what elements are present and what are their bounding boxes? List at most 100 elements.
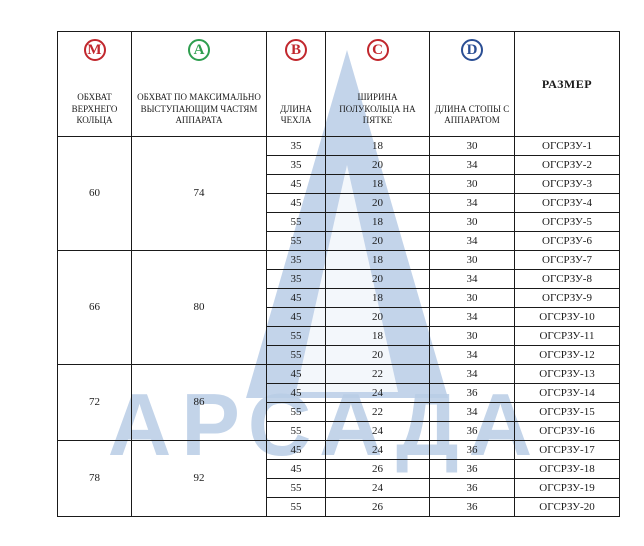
d-badge-icon: D [461,39,483,61]
cell-foot-d: 34 [429,231,515,251]
cell-foot-d: 34 [429,155,515,175]
table-row: 78 92 45 24 36 ОГСРЗУ-17 [57,440,620,517]
cell-width-c: 18 [325,288,430,308]
size-table: М ОБХВАТ ВЕРХНЕГО КОЛЬЦА А ОБХВАТ ПО МАК… [57,31,620,517]
cell-size: ОГСРЗУ-7 [514,250,620,270]
cell-foot-d: 30 [429,174,515,194]
cell-width-c: 20 [325,307,430,327]
c-badge-icon: С [366,39,389,61]
cell-length-b: 55 [266,231,326,251]
a-badge-icon: А [188,39,210,61]
cell-length-b: 45 [266,459,326,479]
col-label-c: ШИРИНА ПОЛУКОЛЬЦА НА ПЯТКЕ [339,91,416,126]
cell-width-c: 18 [325,212,430,232]
cell-foot-d: 30 [429,326,515,346]
cell-width-c: 22 [325,402,430,422]
cell-width-c: 24 [325,440,430,460]
cell-foot-d: 34 [429,402,515,422]
cell-size: ОГСРЗУ-6 [514,231,620,251]
b-badge-icon: В [285,39,307,61]
cell-size: ОГСРЗУ-8 [514,269,620,289]
size-table-body: 60 74 35 18 30 ОГСРЗУ-1 35 20 34 ОГСРЗУ-2 45 18 30 ОГ… [57,136,620,517]
cell-m-group: 60 [57,136,132,251]
cell-foot-d: 34 [429,269,515,289]
cell-a-group: 86 [131,364,267,441]
header-row: М ОБХВАТ ВЕРХНЕГО КОЛЬЦА А ОБХВАТ ПО МАК… [57,31,620,137]
cell-size: ОГСРЗУ-9 [514,288,620,308]
m-badge-icon: М [83,39,106,61]
cell-m-group: 72 [57,364,132,441]
col-header-m: М ОБХВАТ ВЕРХНЕГО КОЛЬЦА [57,31,132,137]
cell-foot-d: 36 [429,478,515,498]
cell-width-c: 26 [325,497,430,517]
cell-width-c: 20 [325,193,430,213]
cell-length-b: 45 [266,193,326,213]
cell-length-b: 35 [266,250,326,270]
cell-length-b: 45 [266,288,326,308]
cell-length-b: 55 [266,345,326,365]
cell-length-b: 45 [266,364,326,384]
table-row: 45 26 36 ОГСРЗУ-18 [58,459,620,479]
cell-foot-d: 36 [429,383,515,403]
cell-width-c: 20 [325,269,430,289]
table-row: 60 74 35 18 30 ОГСРЗУ-1 [57,136,620,251]
cell-foot-d: 34 [429,364,515,384]
cell-size: ОГСРЗУ-15 [514,402,620,422]
col-header-c: С ШИРИНА ПОЛУКОЛЬЦА НА ПЯТКЕ [325,31,430,137]
cell-foot-d: 34 [429,193,515,213]
cell-size: ОГСРЗУ-1 [514,136,620,156]
col-label-size: РАЗМЕР [541,76,593,91]
col-label-a: ОБХВАТ ПО МАКСИМАЛЬНО ВЫСТУПАЮЩИМ ЧАСТЯМ… [137,91,261,126]
cell-foot-d: 36 [429,497,515,517]
cell-size: ОГСРЗУ-10 [514,307,620,327]
cell-size: ОГСРЗУ-17 [514,440,620,460]
cell-width-c: 20 [325,345,430,365]
cell-length-b: 35 [266,155,326,175]
cell-length-b: 45 [266,383,326,403]
cell-foot-d: 30 [429,212,515,232]
cell-width-c: 18 [325,326,430,346]
cell-size: ОГСРЗУ-19 [514,478,620,498]
cell-width-c: 24 [325,478,430,498]
cell-length-b: 45 [266,440,326,460]
col-header-a: А ОБХВАТ ПО МАКСИМАЛЬНО ВЫСТУПАЮЩИМ ЧАСТ… [131,31,267,137]
cell-length-b: 55 [266,402,326,422]
table-row: 66 80 35 18 30 ОГСРЗУ-7 [57,250,620,365]
cell-length-b: 35 [266,136,326,156]
cell-foot-d: 30 [429,288,515,308]
table-row: 55 26 36 ОГСРЗУ-20 [58,497,620,517]
cell-m-group: 78 [57,440,132,517]
cell-width-c: 24 [325,421,430,441]
cell-foot-d: 34 [429,345,515,365]
table-row: 72 86 45 22 34 ОГСРЗУ-13 [57,364,620,441]
cell-foot-d: 30 [429,250,515,270]
cell-foot-d: 34 [429,307,515,327]
col-label-m: ОБХВАТ ВЕРХНЕГО КОЛЬЦА [71,91,118,126]
cell-size: ОГСРЗУ-11 [514,326,620,346]
col-header-size: РАЗМЕР [514,31,620,137]
cell-length-b: 55 [266,478,326,498]
cell-size: ОГСРЗУ-13 [514,364,620,384]
cell-length-b: 55 [266,212,326,232]
cell-width-c: 18 [325,174,430,194]
cell-width-c: 18 [325,250,430,270]
cell-size: ОГСРЗУ-18 [514,459,620,479]
cell-length-b: 45 [266,307,326,327]
col-label-b: ДЛИНА ЧЕХЛА [280,103,312,126]
cell-width-c: 22 [325,364,430,384]
cell-length-b: 45 [266,174,326,194]
cell-size: ОГСРЗУ-14 [514,383,620,403]
cell-foot-d: 36 [429,459,515,479]
cell-foot-d: 36 [429,440,515,460]
cell-length-b: 35 [266,269,326,289]
col-header-b: В ДЛИНА ЧЕХЛА [266,31,326,137]
cell-width-c: 20 [325,155,430,175]
cell-size: ОГСРЗУ-5 [514,212,620,232]
col-label-d: ДЛИНА СТОПЫ С АППАРАТОМ [434,103,510,126]
cell-a-group: 80 [131,250,267,365]
cell-m-group: 66 [57,250,132,365]
cell-size: ОГСРЗУ-3 [514,174,620,194]
cell-size: ОГСРЗУ-2 [514,155,620,175]
cell-size: ОГСРЗУ-4 [514,193,620,213]
